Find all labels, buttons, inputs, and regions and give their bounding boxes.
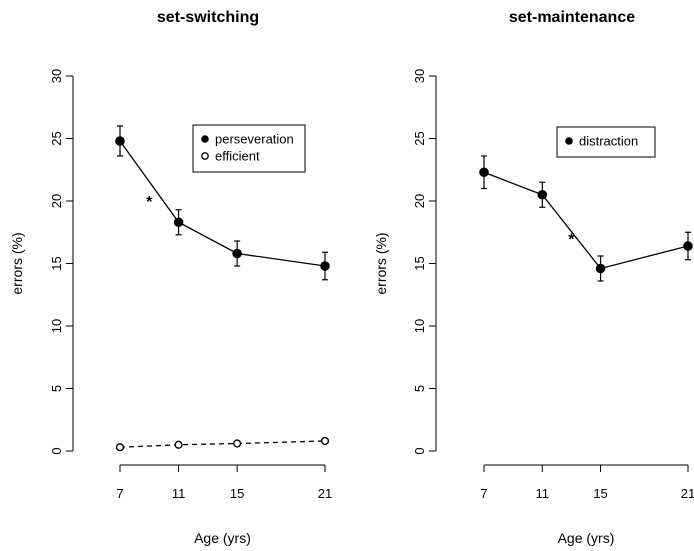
legend-marker (201, 135, 209, 143)
data-point (233, 439, 242, 448)
data-point (115, 136, 125, 146)
legend: distraction (556, 126, 656, 158)
legend-box (556, 126, 656, 158)
chart-title: set-maintenance (509, 9, 635, 26)
y-tick-label: 20 (49, 194, 64, 208)
data-point (174, 440, 183, 449)
legend-box (192, 124, 306, 173)
chart-panel-0: set-switching 0 5 10 15 20 25 30 errors (%) 7 11 15… (9, 9, 332, 546)
y-axis-label: errors (%) (373, 232, 389, 294)
y-tick-label: 20 (412, 194, 427, 208)
y-tick-label: 5 (49, 385, 64, 392)
data-point (537, 189, 548, 200)
y-tick-label: 15 (412, 256, 427, 270)
x-tick-label: 7 (480, 486, 487, 501)
x-tick-label: 21 (681, 486, 694, 501)
x-axis-label: Age (yrs) (194, 530, 251, 546)
data-point (173, 217, 184, 228)
legend-label: distraction (579, 134, 638, 149)
series-line-0 (119, 140, 326, 267)
data-point (683, 241, 693, 251)
data-point (232, 248, 242, 259)
chart-title: set-switching (157, 9, 259, 26)
significance-marker: * (568, 232, 575, 249)
data-point (320, 261, 330, 271)
x-tick-label: 7 (116, 486, 123, 501)
y-tick-label: 0 (49, 447, 64, 454)
legend-label: perseveration (215, 132, 294, 147)
y-tick-label: 25 (412, 131, 427, 145)
legend-label: efficient (215, 149, 260, 164)
data-point (479, 167, 489, 178)
legend-marker (201, 152, 209, 160)
y-tick-label: 10 (49, 319, 64, 333)
legend: perseveration efficient (192, 124, 306, 173)
y-tick-label: 15 (49, 256, 64, 270)
data-point (320, 436, 330, 446)
y-tick-label: 0 (412, 447, 427, 454)
chart-panel-1: set-maintenance 0 5 10 15 20 25 30 errors (%) 7 11… (373, 9, 694, 546)
y-tick-label: 30 (49, 69, 64, 83)
x-axis-label: Age (yrs) (558, 530, 615, 546)
x-tick-label: 15 (230, 486, 244, 501)
series-line-1 (119, 440, 326, 448)
series-line-0 (483, 171, 689, 270)
y-tick-label: 5 (412, 385, 427, 392)
x-tick-label: 11 (536, 486, 550, 501)
data-point (115, 443, 125, 452)
y-tick-label: 30 (412, 69, 427, 83)
y-tick-label: 10 (412, 319, 427, 333)
x-tick-label: 15 (593, 486, 607, 501)
y-tick-label: 25 (49, 131, 64, 145)
x-tick-label: 11 (172, 486, 186, 501)
data-point (595, 263, 606, 274)
x-tick-label: 21 (318, 486, 332, 501)
y-axis-label: errors (%) (9, 232, 25, 294)
significance-marker: * (146, 194, 153, 211)
legend-marker (565, 137, 573, 145)
